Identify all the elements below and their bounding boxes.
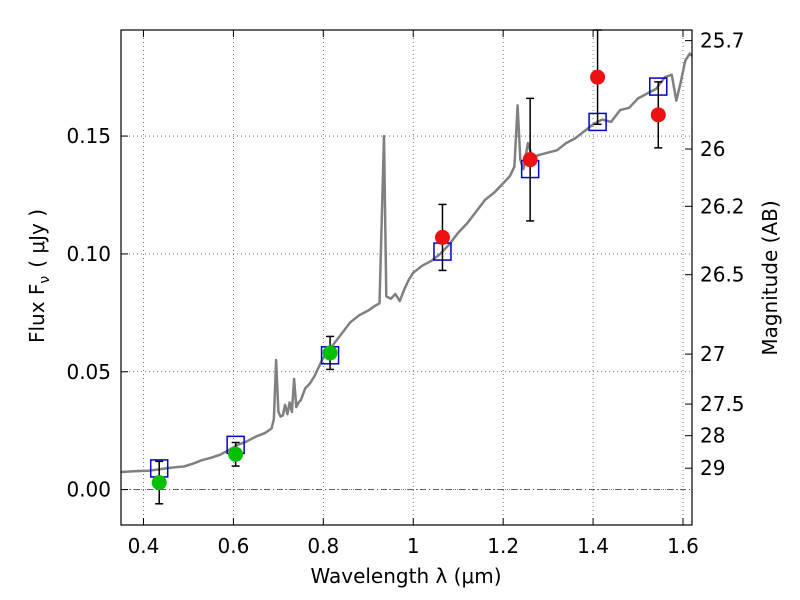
errorbar-layer	[155, 29, 663, 505]
y-tick-label: 0.10	[66, 242, 111, 266]
observed-points-layer	[151, 69, 666, 491]
y2-axis-label: Magnitude (AB)	[758, 200, 782, 355]
observed-point	[228, 446, 244, 462]
observed-point	[650, 107, 666, 123]
spectrum-line	[120, 52, 693, 474]
y-axis-label: Flux Fν ( μJy )	[25, 209, 53, 343]
x-tick-label: 0.8	[307, 534, 339, 558]
y2-tick-label: 26.2	[700, 194, 745, 218]
x-tick-label: 1.2	[487, 534, 519, 558]
observed-point	[522, 152, 538, 168]
plot-frame	[120, 29, 693, 526]
x-tick-label: 1.4	[577, 534, 609, 558]
y-tick-label: 0.05	[66, 360, 111, 384]
observed-point	[434, 229, 450, 245]
grid-layer	[121, 30, 692, 525]
y2-tick-label: 28	[700, 424, 725, 448]
observed-point	[151, 475, 167, 491]
y-axis-label-unit: ( μJy )	[25, 209, 49, 268]
y2-tick-label: 26	[700, 137, 725, 161]
y2-tick-label: 27.5	[700, 392, 745, 416]
y2-tick-label: 27	[700, 342, 725, 366]
y2-tick-label: 29	[700, 456, 725, 480]
x-tick-label: 0.4	[128, 534, 160, 558]
observed-point	[590, 69, 606, 85]
y-axis-label-subscript: ν	[37, 276, 53, 284]
x-tick-label: 0.6	[217, 534, 249, 558]
tick-labels-layer: 0.4 0.6 0.8 1 1.2 1.4 1.6 0.00 0.05 0.10 0.15 25.7 2…	[66, 29, 744, 558]
y2-tick-label: 26.5	[700, 263, 745, 287]
y-axis-label-main: Flux F	[25, 284, 49, 343]
x-axis-label: Wavelength λ (μm)	[310, 564, 501, 588]
y2-tick-label: 25.7	[700, 29, 745, 53]
ticks-layer	[121, 30, 692, 525]
spectrum-layer	[120, 52, 693, 474]
y-tick-label: 0.00	[66, 478, 111, 502]
observed-point	[322, 345, 338, 361]
y-tick-label: 0.15	[66, 124, 111, 148]
x-tick-label: 1	[407, 534, 420, 558]
x-tick-label: 1.6	[667, 534, 699, 558]
